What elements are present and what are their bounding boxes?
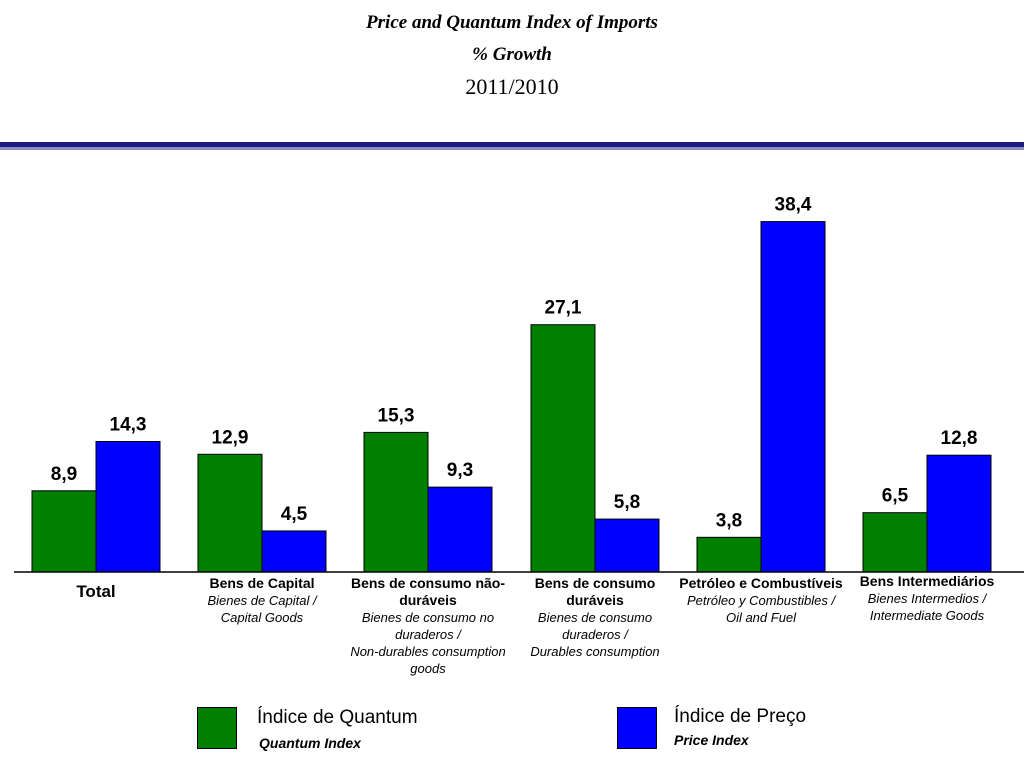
category-label-5: Bens Intermediários Bienes Intermedios / I…	[842, 573, 1012, 624]
category-name-es: Bienes de consumo no duraderos /	[361, 610, 495, 642]
category-name-pt: Bens de consumo não-duráveis	[350, 575, 506, 608]
category-name-en: Oil and Fuel	[725, 610, 797, 625]
legend-sublabel-price: Price Index	[674, 732, 749, 748]
legend-sublabel-quantum: Quantum Index	[259, 735, 361, 751]
category-name-en: Non-durables consumption goods	[350, 644, 506, 676]
price-bar-4	[760, 221, 826, 573]
category-name-es: Bienes de consumo duraderos /	[537, 610, 653, 642]
price-value-label-0: 14,3	[110, 415, 147, 436]
legend-swatch-quantum	[197, 707, 237, 749]
category-label-4: Petróleo e Combustíveis Petróleo y Combus…	[676, 575, 846, 626]
chart-period: 2011/2010	[465, 74, 559, 99]
chart-title: Price and Quantum Index of Imports	[366, 12, 658, 33]
price-bar-5	[926, 454, 992, 573]
category-label-0: Total	[11, 583, 181, 600]
title-block: Price and Quantum Index of Imports % Gro…	[0, 8, 1024, 102]
price-bar-2	[427, 486, 493, 573]
legend-label-price: Índice de Preço	[674, 706, 807, 727]
quantum-bar-1	[197, 453, 263, 573]
category-name-pt: Bens Intermediários	[859, 573, 995, 589]
price-value-label-1: 4,5	[281, 504, 308, 525]
quantum-bar-2	[363, 431, 429, 573]
quantum-value-label-0: 8,9	[51, 464, 77, 485]
quantum-value-label-1: 12,9	[212, 427, 249, 448]
category-label-3: Bens de consumo duráveis Bienes de consum…	[510, 575, 680, 660]
price-value-label-3: 5,8	[614, 492, 640, 513]
price-value-label-5: 12,8	[941, 428, 978, 449]
quantum-value-label-2: 15,3	[378, 405, 415, 426]
legend-label-quantum: Índice de Quantum	[257, 707, 418, 728]
quantum-value-label-3: 27,1	[545, 298, 582, 319]
category-name-es: Bienes de Capital /	[207, 593, 317, 608]
price-value-label-4: 38,4	[775, 195, 812, 216]
category-name-pt: Bens de consumo duráveis	[534, 575, 656, 608]
legend-swatch-price	[617, 707, 657, 749]
chart-subtitle: % Growth	[472, 44, 552, 65]
price-bar-3	[594, 518, 660, 573]
quantum-value-label-4: 3,8	[716, 510, 742, 531]
category-name-en: Durables consumption	[530, 644, 660, 659]
quantum-bar-4	[696, 536, 762, 573]
category-name-es: Bienes Intermedios /	[867, 591, 987, 606]
header-divider-shadow	[0, 147, 1024, 150]
price-bar-0	[95, 441, 161, 573]
quantum-value-label-5: 6,5	[882, 486, 909, 507]
category-label-2: Bens de consumo não-duráveis Bienes de co…	[343, 575, 513, 677]
category-label-1: Bens de Capital Bienes de Capital / Capita…	[177, 575, 347, 626]
quantum-bar-3	[530, 324, 596, 573]
price-value-label-2: 9,3	[447, 460, 473, 481]
quantum-bar-5	[862, 512, 928, 573]
category-name-en: Capital Goods	[220, 610, 304, 625]
quantum-bar-0	[31, 490, 97, 573]
category-name-en: Intermediate Goods	[869, 608, 985, 623]
header-divider	[0, 142, 1024, 147]
category-name-es: Petróleo y Combustibles /	[686, 593, 836, 608]
category-name-pt: Total	[76, 582, 116, 601]
price-bar-1	[261, 530, 327, 573]
category-name-pt: Petróleo e Combustíveis	[679, 575, 843, 591]
category-name-pt: Bens de Capital	[209, 575, 315, 591]
